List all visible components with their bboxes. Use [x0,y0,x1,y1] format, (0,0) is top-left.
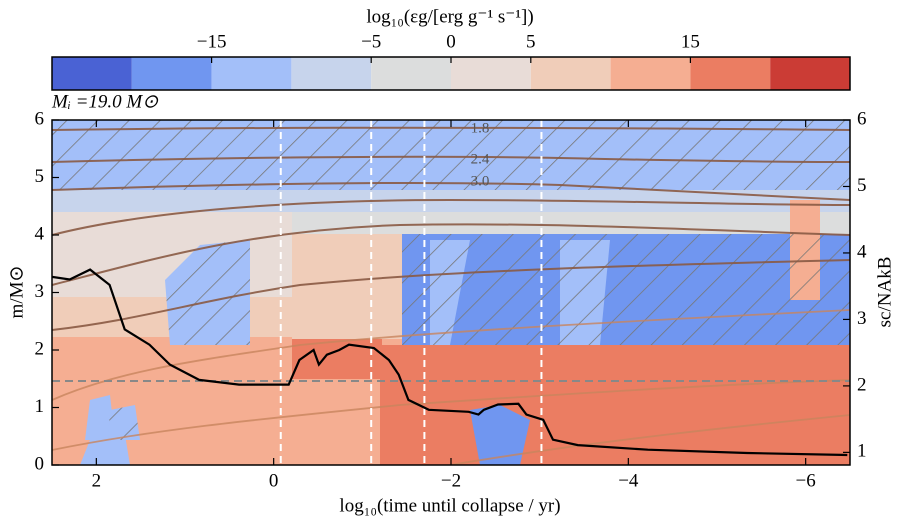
x-tick-label: −2 [441,470,461,491]
y2-axis-label: sc/NAkB [874,257,895,328]
colorbar-tick-label: −5 [361,31,381,52]
colorbar-segment [690,57,771,90]
colorbar-segment [451,57,531,90]
y-tick-label: 4 [35,223,45,244]
colorbar-segment [291,57,372,90]
x-tick-label: −4 [618,470,639,491]
y2-tick-label: 4 [857,241,867,262]
colorbar-segment [371,57,451,90]
colorbar-tick-label: 0 [446,31,456,52]
colorbar-segment [211,57,292,90]
y2-tick-label: 2 [857,374,867,395]
contour-label: 3.0 [471,173,490,189]
colorbar-segment [530,57,611,90]
background-regions [52,120,850,465]
colorbar-label: log₁₀(εg/[erg g⁻¹ s⁻¹]) [366,6,533,27]
colorbar-segment [770,57,850,90]
y-axis-label: m/M⊙ [6,266,27,319]
x-tick-label: 0 [269,470,279,491]
colorbar-tick-label: 5 [526,31,536,52]
y-tick-label: 2 [35,338,45,359]
series-line [52,268,848,457]
annotation: Mᵢ =19.0 M⊙ [51,91,158,112]
y2-tick-label: 3 [857,308,867,329]
y2-tick-label: 5 [857,175,867,196]
colorbar-segment [610,57,691,90]
x-axis-label: log₁₀(time until collapse / yr) [339,495,560,516]
x-tick-label: 2 [92,470,102,491]
y-tick-label: 1 [35,396,45,417]
colorbar-segment [52,57,132,90]
y2-tick-label: 6 [857,108,867,129]
y2-tick-label: 1 [857,441,867,462]
colorbar: −15 −5 0 5 15 [51,31,851,91]
contour-label: 1.8 [471,120,490,136]
y-tick-label: 6 [35,108,45,129]
contour-label: 2.4 [471,151,490,167]
colorbar-tick-label: 15 [681,31,700,52]
y-tick-label: 0 [35,453,45,474]
plot-frame [51,119,851,466]
y-tick-label: 3 [35,281,45,302]
colorbar-segment [131,57,212,90]
x-tick-label: −6 [796,470,816,491]
y-tick-label: 5 [35,166,45,187]
plot: 2 0 −2 −4 −6 0 1 2 3 4 5 6 1 2 3 4 5 6 [35,108,868,491]
colorbar-tick-label: −15 [197,31,227,52]
